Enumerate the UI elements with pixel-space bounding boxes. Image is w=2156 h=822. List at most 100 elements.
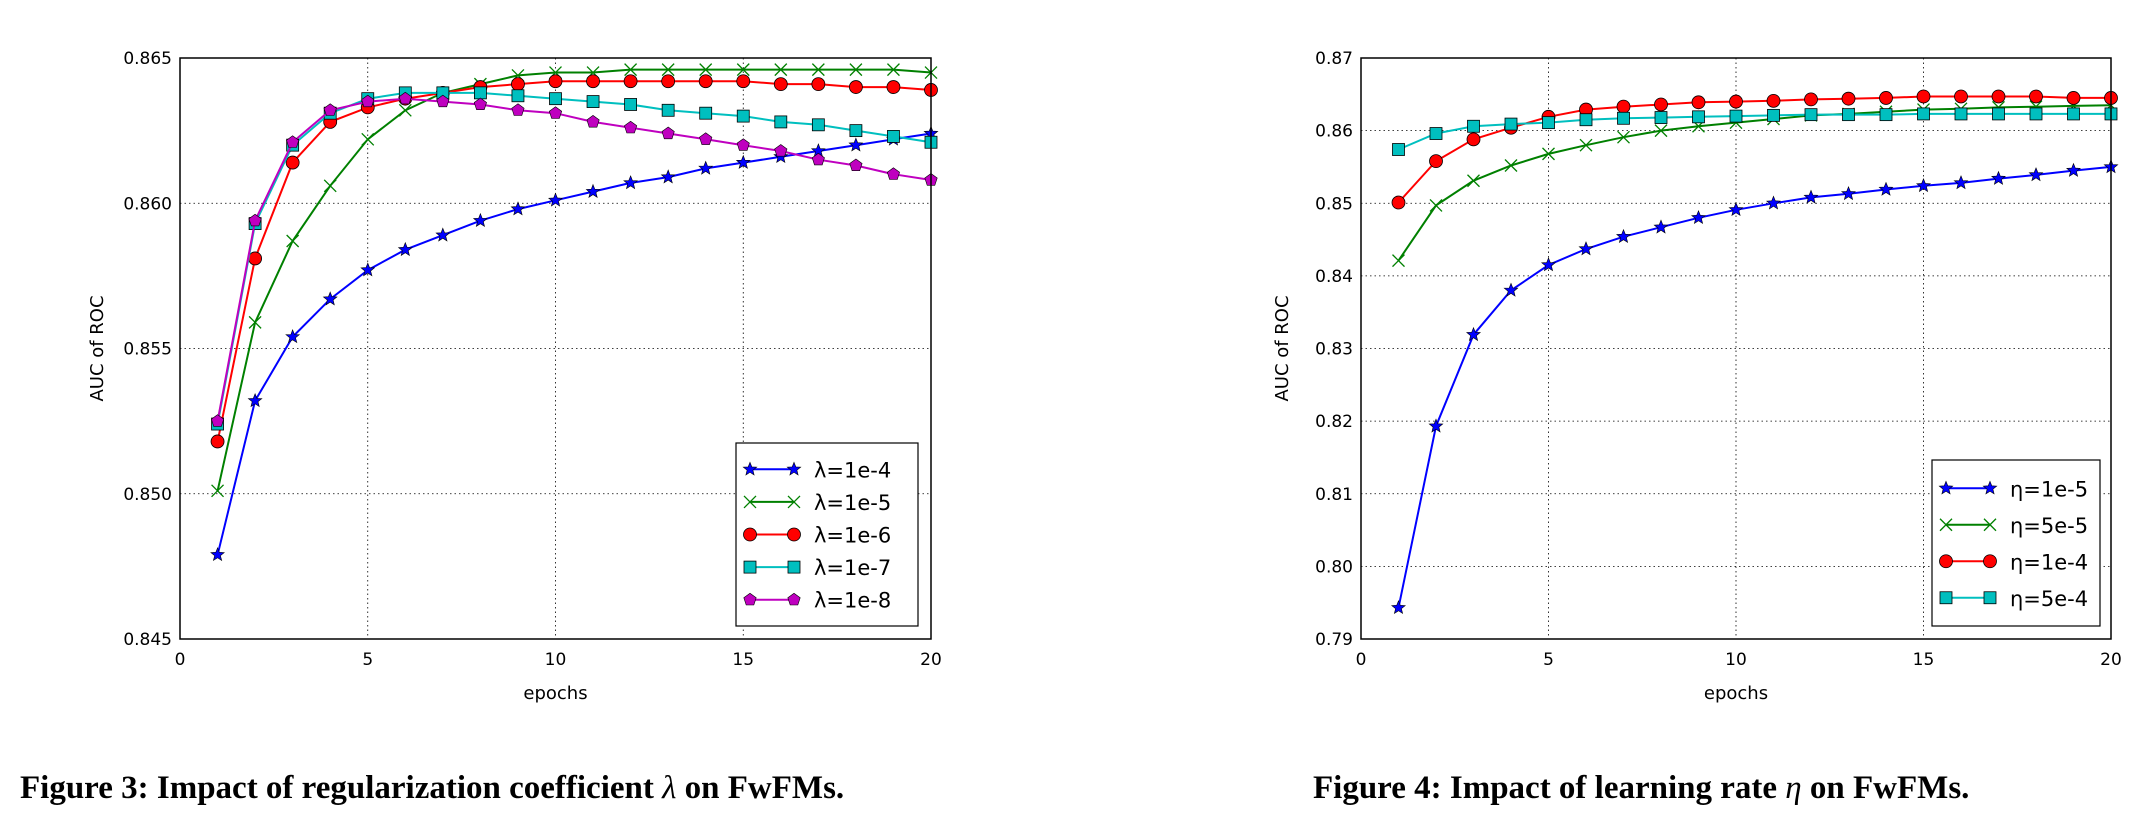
data-point [435, 227, 451, 242]
data-point [1917, 107, 1930, 121]
series-square [1392, 107, 2118, 156]
legend-item: η=5e-5 [1939, 514, 2088, 538]
data-point [1653, 219, 1669, 234]
x-tick-label: 15 [1913, 650, 1935, 670]
caption-symbol: η [1785, 770, 1802, 806]
legend-label: λ=1e-8 [814, 589, 891, 613]
data-point [699, 132, 713, 145]
y-tick-label: 0.845 [123, 630, 172, 650]
data-point [736, 138, 750, 151]
data-point [886, 167, 900, 180]
data-point [397, 241, 413, 257]
legend-marker [1938, 480, 1954, 495]
data-point [849, 158, 863, 171]
legend-item: λ=1e-8 [743, 589, 891, 613]
data-point [811, 152, 825, 166]
data-point [1391, 599, 1406, 615]
data-point [848, 137, 864, 152]
legend-label: λ=1e-5 [814, 491, 891, 515]
data-point [548, 106, 563, 119]
data-point [1767, 108, 1780, 122]
data-point [361, 132, 375, 146]
legend-marker [1939, 518, 1953, 532]
data-point [736, 109, 750, 123]
data-point [473, 86, 487, 100]
data-point [1579, 138, 1593, 152]
data-point [1991, 89, 2006, 104]
data-point [361, 94, 375, 108]
data-point [1617, 130, 1630, 144]
legend-marker [787, 592, 801, 606]
data-point [1540, 257, 1557, 272]
y-tick-label: 0.82 [1315, 412, 1353, 432]
data-point [699, 63, 713, 77]
data-point [2067, 107, 2080, 121]
y-tick-label: 0.81 [1315, 485, 1353, 505]
data-point [510, 201, 526, 216]
data-point [586, 95, 600, 108]
plot-frame [1360, 57, 2112, 640]
legend-marker [1983, 518, 1997, 532]
data-point [661, 103, 675, 117]
legend-label: η=5e-4 [2010, 587, 2088, 611]
data-point [210, 546, 225, 562]
data-point [1429, 198, 1443, 212]
data-point [849, 63, 863, 77]
y-tick-label: 0.850 [123, 485, 172, 505]
legend-marker [1939, 591, 1953, 605]
caption-symbol: λ [662, 770, 677, 806]
data-point [323, 103, 337, 116]
data-point [511, 77, 525, 92]
y-tick-label: 0.83 [1315, 340, 1353, 360]
legend-marker [743, 495, 757, 509]
data-point [286, 135, 300, 148]
series-x [211, 63, 938, 498]
data-point [1879, 91, 1893, 105]
x-tick-label: 10 [1725, 650, 1747, 670]
data-point [811, 118, 825, 132]
series-line [216, 80, 932, 442]
y-tick-label: 0.79 [1315, 630, 1353, 650]
y-tick-label: 0.80 [1315, 557, 1353, 577]
x-tick-label: 15 [732, 650, 754, 670]
legend-label: λ=1e-4 [814, 458, 891, 482]
series-line [216, 91, 932, 425]
data-point [1428, 418, 1444, 433]
legend-marker [743, 560, 757, 574]
data-point [549, 92, 562, 106]
data-point [661, 63, 675, 77]
legend-marker [786, 461, 802, 476]
caption-text: on FwFMs. [1801, 770, 1970, 806]
data-point [1803, 189, 1819, 204]
caption-text: Figure 3: Impact of regularization coeff… [20, 770, 663, 806]
data-point [323, 179, 337, 193]
data-point [699, 106, 713, 120]
legend-marker [787, 495, 801, 509]
data-point [1616, 99, 1631, 114]
data-point [661, 126, 675, 140]
y-tick-label: 0.87 [1315, 49, 1353, 69]
data-point [1841, 91, 1856, 106]
y-tick-label: 0.855 [123, 340, 172, 360]
data-point [247, 392, 263, 408]
data-point [211, 414, 225, 427]
plot-frame [179, 57, 932, 640]
series-pentagon [211, 91, 938, 427]
legend-marker [787, 527, 801, 542]
data-point [248, 251, 263, 266]
data-point [1842, 108, 1855, 122]
data-point [1465, 326, 1482, 342]
data-point [1542, 147, 1555, 161]
data-point [2029, 89, 2043, 104]
legend-marker [743, 527, 757, 542]
legend-label: η=1e-4 [2010, 550, 2088, 574]
chart-4: 0 5 10 15 20 0.79 0.80 0.81 0.82 0.83 0.84 0.85 0.86… [1272, 49, 2122, 704]
data-point [511, 89, 525, 103]
x-axis-label: epochs [1704, 683, 1768, 704]
data-point [736, 63, 750, 77]
legend-item: λ=1e-6 [743, 524, 891, 548]
data-point [1840, 185, 1857, 201]
data-point [1916, 89, 1931, 104]
legend: λ=1e-4 λ=1e-5 λ=1e-6 λ=1e-7 λ=1e-8 [735, 442, 919, 627]
series-circle [210, 74, 938, 449]
